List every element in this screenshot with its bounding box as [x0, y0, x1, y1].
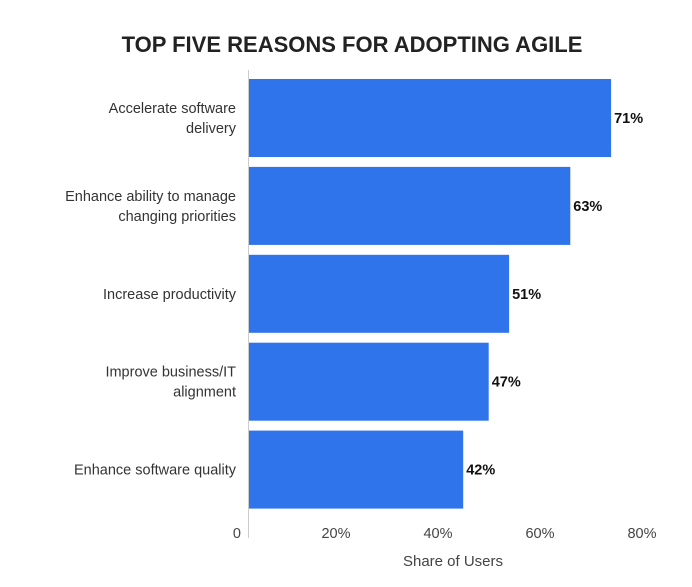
x-tick-label: 20% — [321, 526, 350, 542]
category-label: Enhance ability to manage changing priori… — [65, 189, 236, 225]
category-label: Increase productivity — [103, 287, 237, 303]
x-tick-label: 0 — [233, 526, 241, 542]
x-tick-label: 60% — [525, 526, 554, 542]
bar — [249, 342, 489, 421]
bar-value-label: 63% — [573, 199, 602, 215]
x-axis-ticks: 0 20% 40% 60% 80% — [233, 70, 657, 542]
bar — [249, 79, 612, 157]
bar — [249, 166, 571, 245]
bar-value-label: 71% — [614, 111, 643, 127]
bar-value-label: 47% — [492, 375, 521, 391]
bar — [249, 430, 464, 509]
bar-value-label: 51% — [512, 287, 541, 303]
category-label: Accelerate software delivery — [109, 101, 237, 137]
x-tick-label: 40% — [423, 526, 452, 542]
category-label: Enhance software quality — [74, 463, 237, 479]
category-label: Improve business/IT alignment — [105, 365, 236, 401]
x-axis-title: Share of Users — [403, 553, 503, 570]
chart-title: TOP FIVE REASONS FOR ADOPTING AGILE — [122, 32, 583, 57]
bars-group: 71% Accelerate software delivery 63% Enhance… — [65, 79, 643, 509]
bar — [249, 254, 510, 333]
bar-value-label: 42% — [466, 463, 495, 479]
x-tick-label: 80% — [627, 526, 656, 542]
